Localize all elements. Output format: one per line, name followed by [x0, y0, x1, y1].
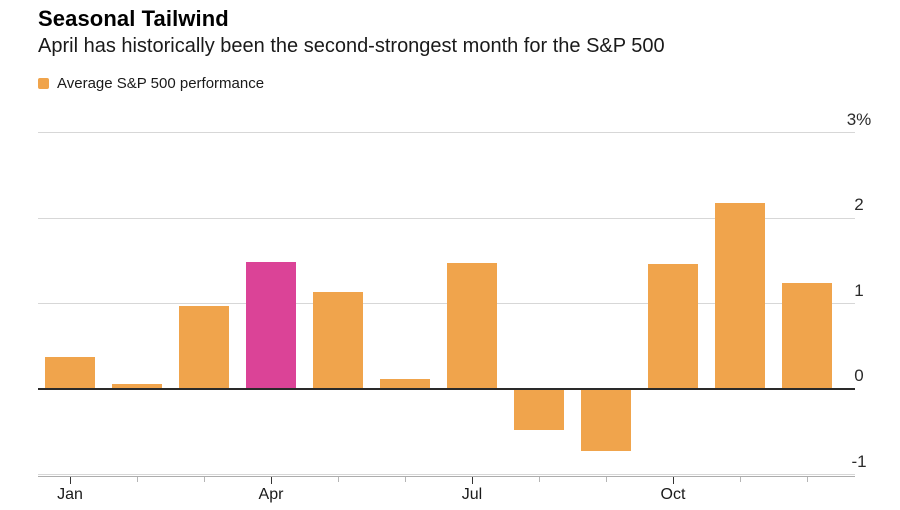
y-axis-label--1: -1: [851, 451, 867, 471]
x-tick-may: [338, 476, 339, 482]
bar-jul: [447, 263, 497, 389]
gridline-3: [38, 132, 855, 133]
bar-aug: [514, 390, 564, 431]
gridline-1: [38, 303, 855, 304]
x-tick-mar: [204, 476, 205, 482]
gridline--1: [38, 474, 855, 475]
x-axis-label-jan: Jan: [57, 485, 83, 503]
x-tick-apr: [271, 476, 272, 484]
y-axis-label-0: 0: [854, 366, 864, 385]
bar-may: [313, 292, 363, 389]
chart-title: Seasonal Tailwind: [38, 6, 229, 31]
legend: Average S&P 500 performance: [38, 75, 264, 92]
chart-subtitle: April has historically been the second-s…: [38, 35, 665, 57]
x-tick-aug: [539, 476, 540, 482]
y-axis-label-3: 3%: [846, 109, 872, 129]
x-tick-dec: [807, 476, 808, 482]
x-tick-jan: [70, 476, 71, 484]
x-axis-line: [38, 475, 855, 477]
x-tick-nov: [740, 476, 741, 482]
bar-nov: [715, 202, 765, 389]
bar-jun: [380, 378, 430, 389]
y-axis-label-1: 1: [854, 280, 864, 300]
zero-baseline: [38, 388, 855, 390]
x-tick-feb: [137, 476, 138, 482]
x-axis-label-oct: Oct: [660, 485, 686, 503]
bar-jan: [45, 357, 95, 389]
bar-dec: [782, 282, 832, 389]
bar-sep: [581, 390, 631, 451]
x-tick-jun: [405, 476, 406, 482]
bar-mar: [179, 306, 229, 389]
y-axis-label-2: 2: [854, 195, 864, 214]
x-axis-label-apr: Apr: [258, 485, 284, 503]
bar-oct: [648, 264, 698, 389]
legend-label: Average S&P 500 performance: [57, 75, 265, 92]
gridline-2: [38, 217, 855, 219]
legend-swatch-icon: [38, 78, 49, 89]
bar-apr: [246, 261, 296, 389]
x-axis-label-jul: Jul: [461, 485, 483, 503]
x-tick-jul: [472, 476, 473, 484]
bar-feb: [112, 383, 162, 389]
x-tick-sep: [606, 476, 607, 482]
x-tick-oct: [673, 476, 674, 484]
